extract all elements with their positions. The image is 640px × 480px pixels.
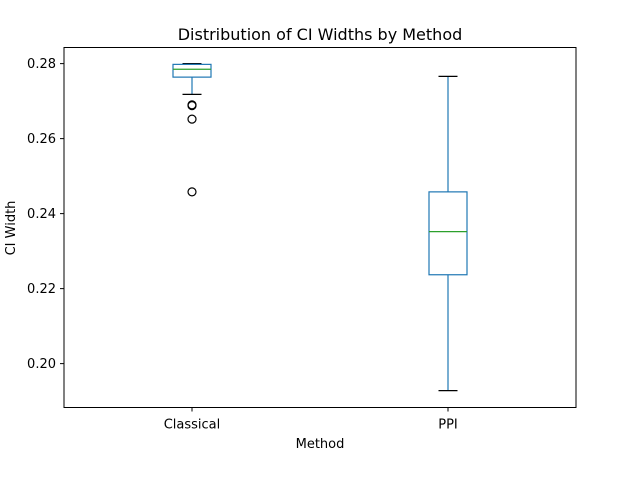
- iqr-box: [172, 63, 212, 78]
- x-tick-label: PPI: [438, 418, 458, 433]
- y-tick-label: 0.24: [27, 207, 56, 222]
- y-tick-label: 0.22: [27, 282, 56, 297]
- iqr-box: [428, 191, 468, 276]
- x-axis-label: Method: [296, 437, 345, 452]
- box-classical: [172, 63, 212, 197]
- y-tick-label: 0.28: [27, 57, 56, 72]
- y-tick-label: 0.20: [27, 357, 56, 372]
- y-axis-label: CI Width: [4, 201, 19, 256]
- y-tick-label: 0.26: [27, 132, 56, 147]
- plot-frame: [63, 47, 577, 408]
- outlier-point: [187, 114, 197, 124]
- outlier-point: [187, 187, 197, 197]
- outlier-point: [187, 101, 197, 111]
- box-ppi: [428, 75, 468, 392]
- plot-area: [172, 63, 468, 392]
- chart-title: Distribution of CI Widths by Method: [178, 25, 463, 44]
- x-tick-label: Classical: [164, 418, 221, 433]
